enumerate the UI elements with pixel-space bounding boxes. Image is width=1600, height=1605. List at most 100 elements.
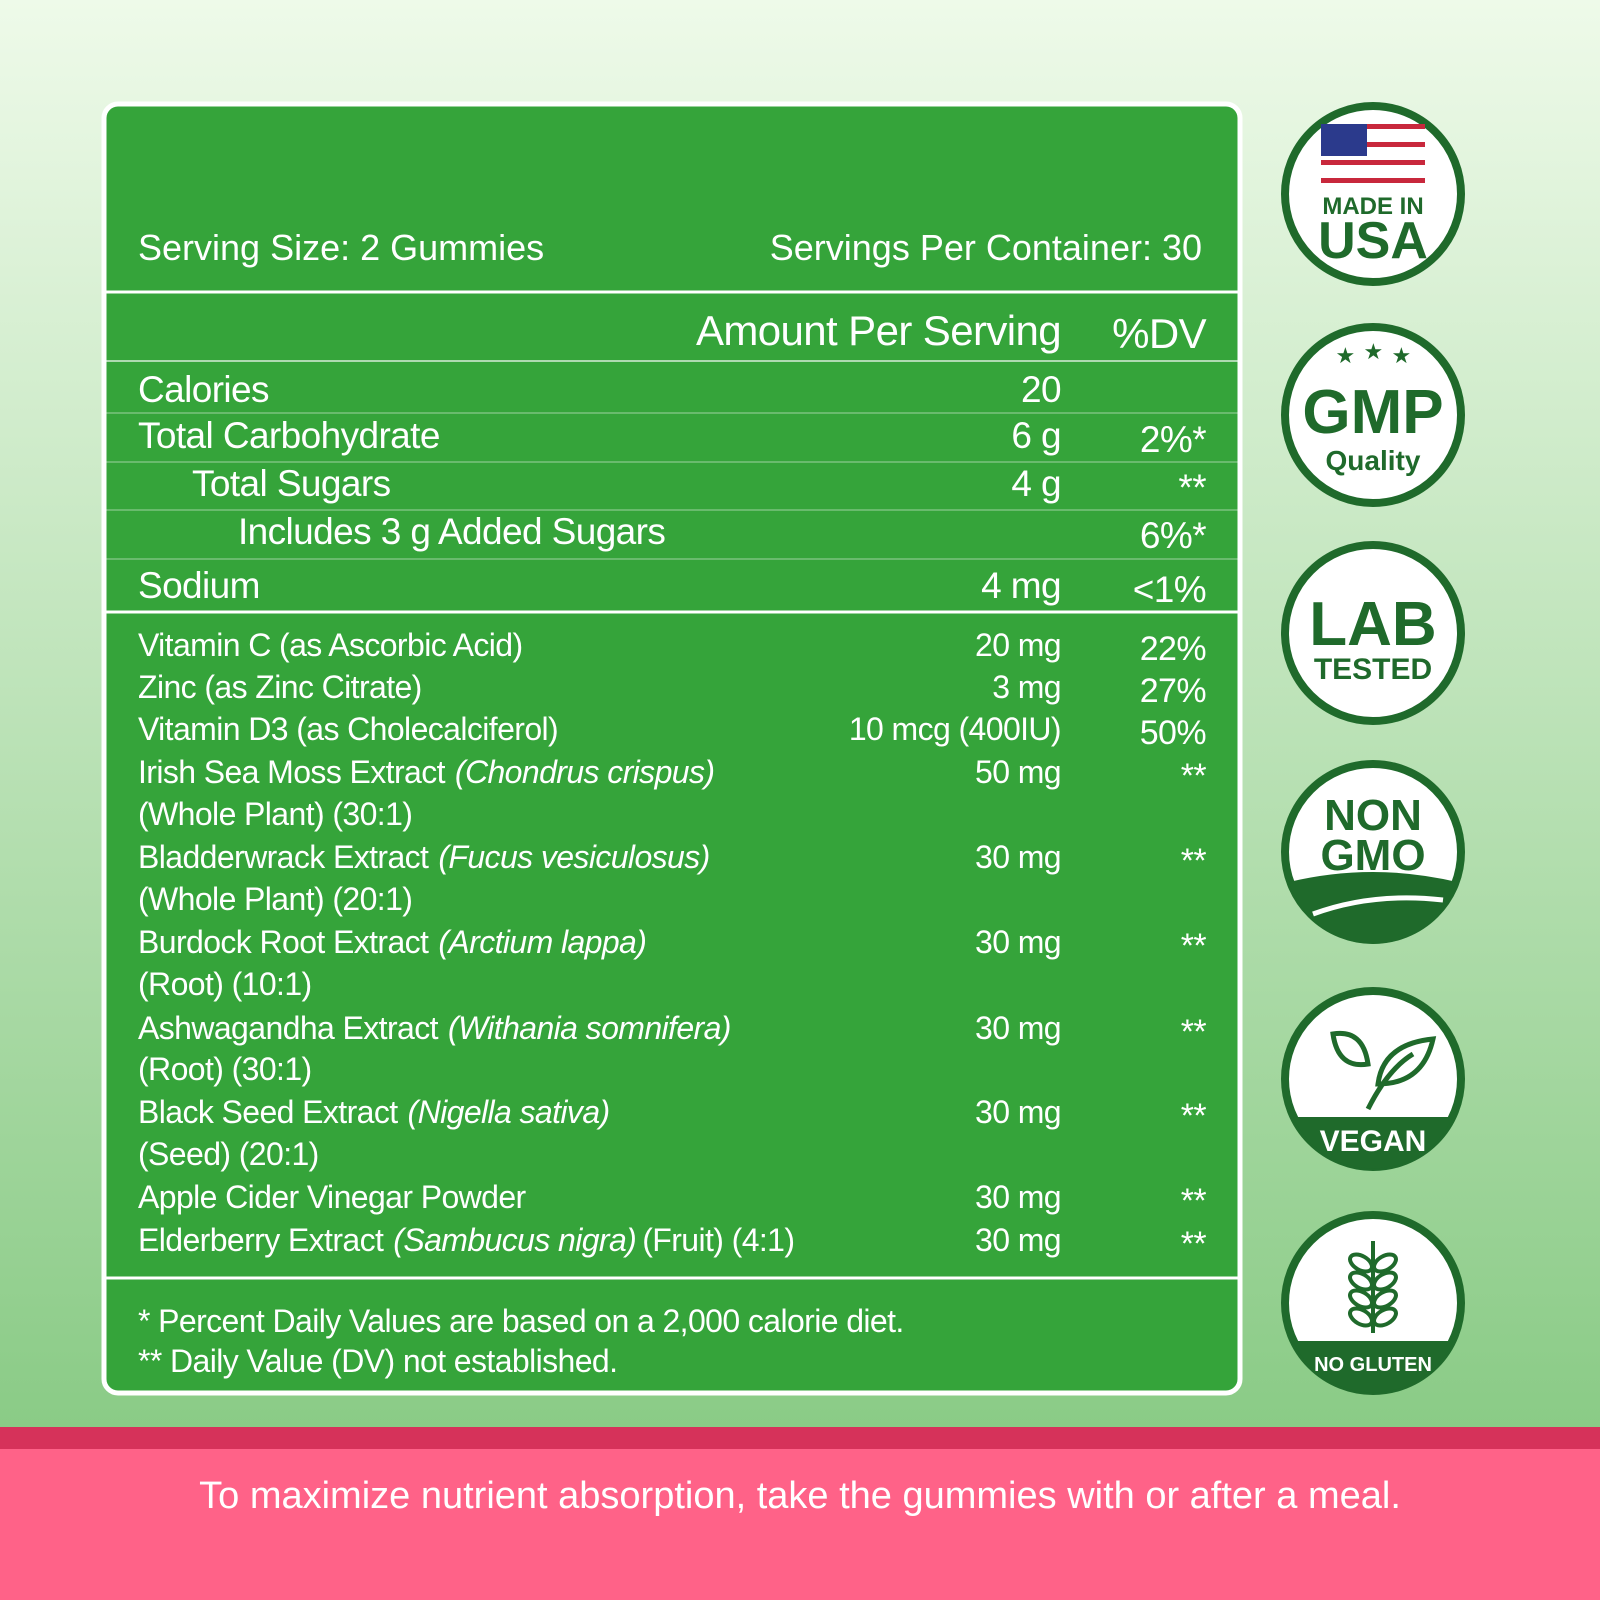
daily-value: 27% xyxy=(1140,672,1207,710)
badge-text: GMP xyxy=(1302,378,1443,447)
latin-name: (Fucus vesiculosus) xyxy=(438,839,709,875)
star: ★ xyxy=(1335,343,1354,368)
daily-value: ** xyxy=(1178,467,1206,508)
nutrient-detail: (Root) (30:1) xyxy=(138,1051,312,1087)
badge-text: TESTED xyxy=(1314,653,1432,686)
badge-text: MADE IN xyxy=(1322,193,1423,220)
nutrient-detail: (Seed) (20:1) xyxy=(138,1136,319,1172)
row-name: Sodium xyxy=(138,565,260,606)
amount: 50 mg xyxy=(975,754,1061,790)
star: ★ xyxy=(1363,339,1382,364)
nutrient-name: Irish Sea Moss Extract xyxy=(138,754,446,790)
daily-value: 6%* xyxy=(1140,515,1206,556)
wheat-grain xyxy=(1372,1288,1398,1310)
amount: 20 mg xyxy=(975,627,1061,663)
flag-stripe xyxy=(1321,133,1425,138)
row-name: Includes 3 g Added Sugars xyxy=(238,511,665,552)
latin-name: (Sambucus nigra) xyxy=(393,1222,636,1258)
nutrient-name: Total Carbohydrate xyxy=(138,415,440,456)
nutrient-name: Vitamin D3 (as Cholecalciferol) xyxy=(138,711,558,747)
amount: 20 xyxy=(1021,369,1061,410)
banner-text: To maximize nutrient absorption, take th… xyxy=(199,1475,1401,1517)
nutrient-part: (Fruit) (4:1) xyxy=(642,1222,794,1258)
badge-text: Quality xyxy=(1326,445,1421,476)
nutrient-detail: (Whole Plant) (20:1) xyxy=(138,881,412,917)
nutrient-name: Bladderwrack Extract xyxy=(138,839,429,875)
badge-text: USA xyxy=(1318,212,1428,270)
daily-value: ** xyxy=(1181,1182,1207,1220)
serving-size: Serving Size: 2 Gummies xyxy=(138,227,544,268)
band xyxy=(1293,1341,1453,1393)
badge-text: GMO xyxy=(1320,831,1425,880)
flag-stripe xyxy=(1321,124,1425,129)
row-name: Vitamin C (as Ascorbic Acid) xyxy=(138,627,523,663)
wheat-grain xyxy=(1348,1288,1374,1310)
flag-stripe xyxy=(1321,142,1425,147)
header-dv: %DV xyxy=(1112,310,1206,357)
amount: 4 mg xyxy=(981,565,1061,606)
nutrient-name: Vitamin C (as Ascorbic Acid) xyxy=(138,627,523,663)
latin-name: (Chondrus crispus) xyxy=(455,754,715,790)
amount: 10 mcg (400IU) xyxy=(849,711,1061,747)
star: ★ xyxy=(1391,343,1410,368)
wheat-grain xyxy=(1348,1270,1374,1292)
nutrient-name: Ashwagandha Extract xyxy=(138,1010,439,1046)
wheat-grain xyxy=(1348,1306,1374,1328)
flag-stripe xyxy=(1321,169,1425,174)
footnote: * Percent Daily Values are based on a 2,… xyxy=(138,1303,904,1339)
row-name: Irish Sea Moss Extract (Chondrus crispus) xyxy=(138,754,714,790)
badge xyxy=(1281,541,1465,725)
amount: 30 mg xyxy=(975,924,1061,960)
wheat-grain xyxy=(1348,1252,1374,1274)
row-name: Apple Cider Vinegar Powder xyxy=(138,1179,527,1215)
row-name: Calories xyxy=(138,369,269,410)
row-name: Total Sugars xyxy=(192,463,391,504)
nutrient-name: Sodium xyxy=(138,565,260,606)
leaf xyxy=(1365,1036,1437,1111)
wheat-grain xyxy=(1372,1270,1398,1292)
nutrient-name: Calories xyxy=(138,369,269,410)
row-name: Total Carbohydrate xyxy=(138,415,440,456)
amount: 30 mg xyxy=(975,1094,1061,1130)
nutrient-detail: (Root) (10:1) xyxy=(138,966,312,1002)
wheat-grain xyxy=(1372,1306,1398,1328)
amount: 4 g xyxy=(1011,463,1061,504)
daily-value: ** xyxy=(1181,1097,1207,1135)
nutrient-name: Total Sugars xyxy=(192,463,391,504)
daily-value: ** xyxy=(1181,927,1207,965)
daily-value: <1% xyxy=(1133,569,1206,610)
amount: 30 mg xyxy=(975,1179,1061,1215)
row-name: Vitamin D3 (as Cholecalciferol) xyxy=(138,711,558,747)
amount: 30 mg xyxy=(975,1010,1061,1046)
facts-panel xyxy=(101,101,1243,1396)
row-name: Burdock Root Extract (Arctium lappa) xyxy=(138,924,646,960)
row-name: Bladderwrack Extract (Fucus vesiculosus) xyxy=(138,839,710,875)
flag-canton xyxy=(1321,124,1367,156)
nutrient-name: Zinc (as Zinc Citrate) xyxy=(138,669,422,705)
daily-value: ** xyxy=(1181,1013,1207,1051)
daily-value: 2%* xyxy=(1140,419,1206,460)
flag-stripe xyxy=(1321,178,1425,183)
nutrient-name: Burdock Root Extract xyxy=(138,924,429,960)
banner xyxy=(0,1427,1600,1600)
amount: 3 mg xyxy=(992,669,1061,705)
nutrient-name: Includes 3 g Added Sugars xyxy=(238,511,665,552)
band xyxy=(1293,1117,1453,1169)
nutrient-detail: (Whole Plant) (30:1) xyxy=(138,796,412,832)
leaf xyxy=(1330,1030,1371,1068)
daily-value: 50% xyxy=(1140,714,1207,752)
flag-stripe xyxy=(1321,160,1425,165)
row-name: Black Seed Extract (Nigella sativa) xyxy=(138,1094,610,1130)
latin-name: (Nigella sativa) xyxy=(408,1094,610,1130)
badge-text: LAB xyxy=(1309,590,1436,659)
daily-value: 22% xyxy=(1140,630,1207,668)
badge-text: VEGAN xyxy=(1320,1125,1427,1158)
amount: 30 mg xyxy=(975,839,1061,875)
nutrient-name: Apple Cider Vinegar Powder xyxy=(138,1179,527,1215)
nutrient-name: Elderberry Extract xyxy=(138,1222,384,1258)
header-amount: Amount Per Serving xyxy=(696,307,1061,354)
footnote: ** Daily Value (DV) not established. xyxy=(138,1343,617,1379)
row-name: Zinc (as Zinc Citrate) xyxy=(138,669,422,705)
amount: 30 mg xyxy=(975,1222,1061,1258)
